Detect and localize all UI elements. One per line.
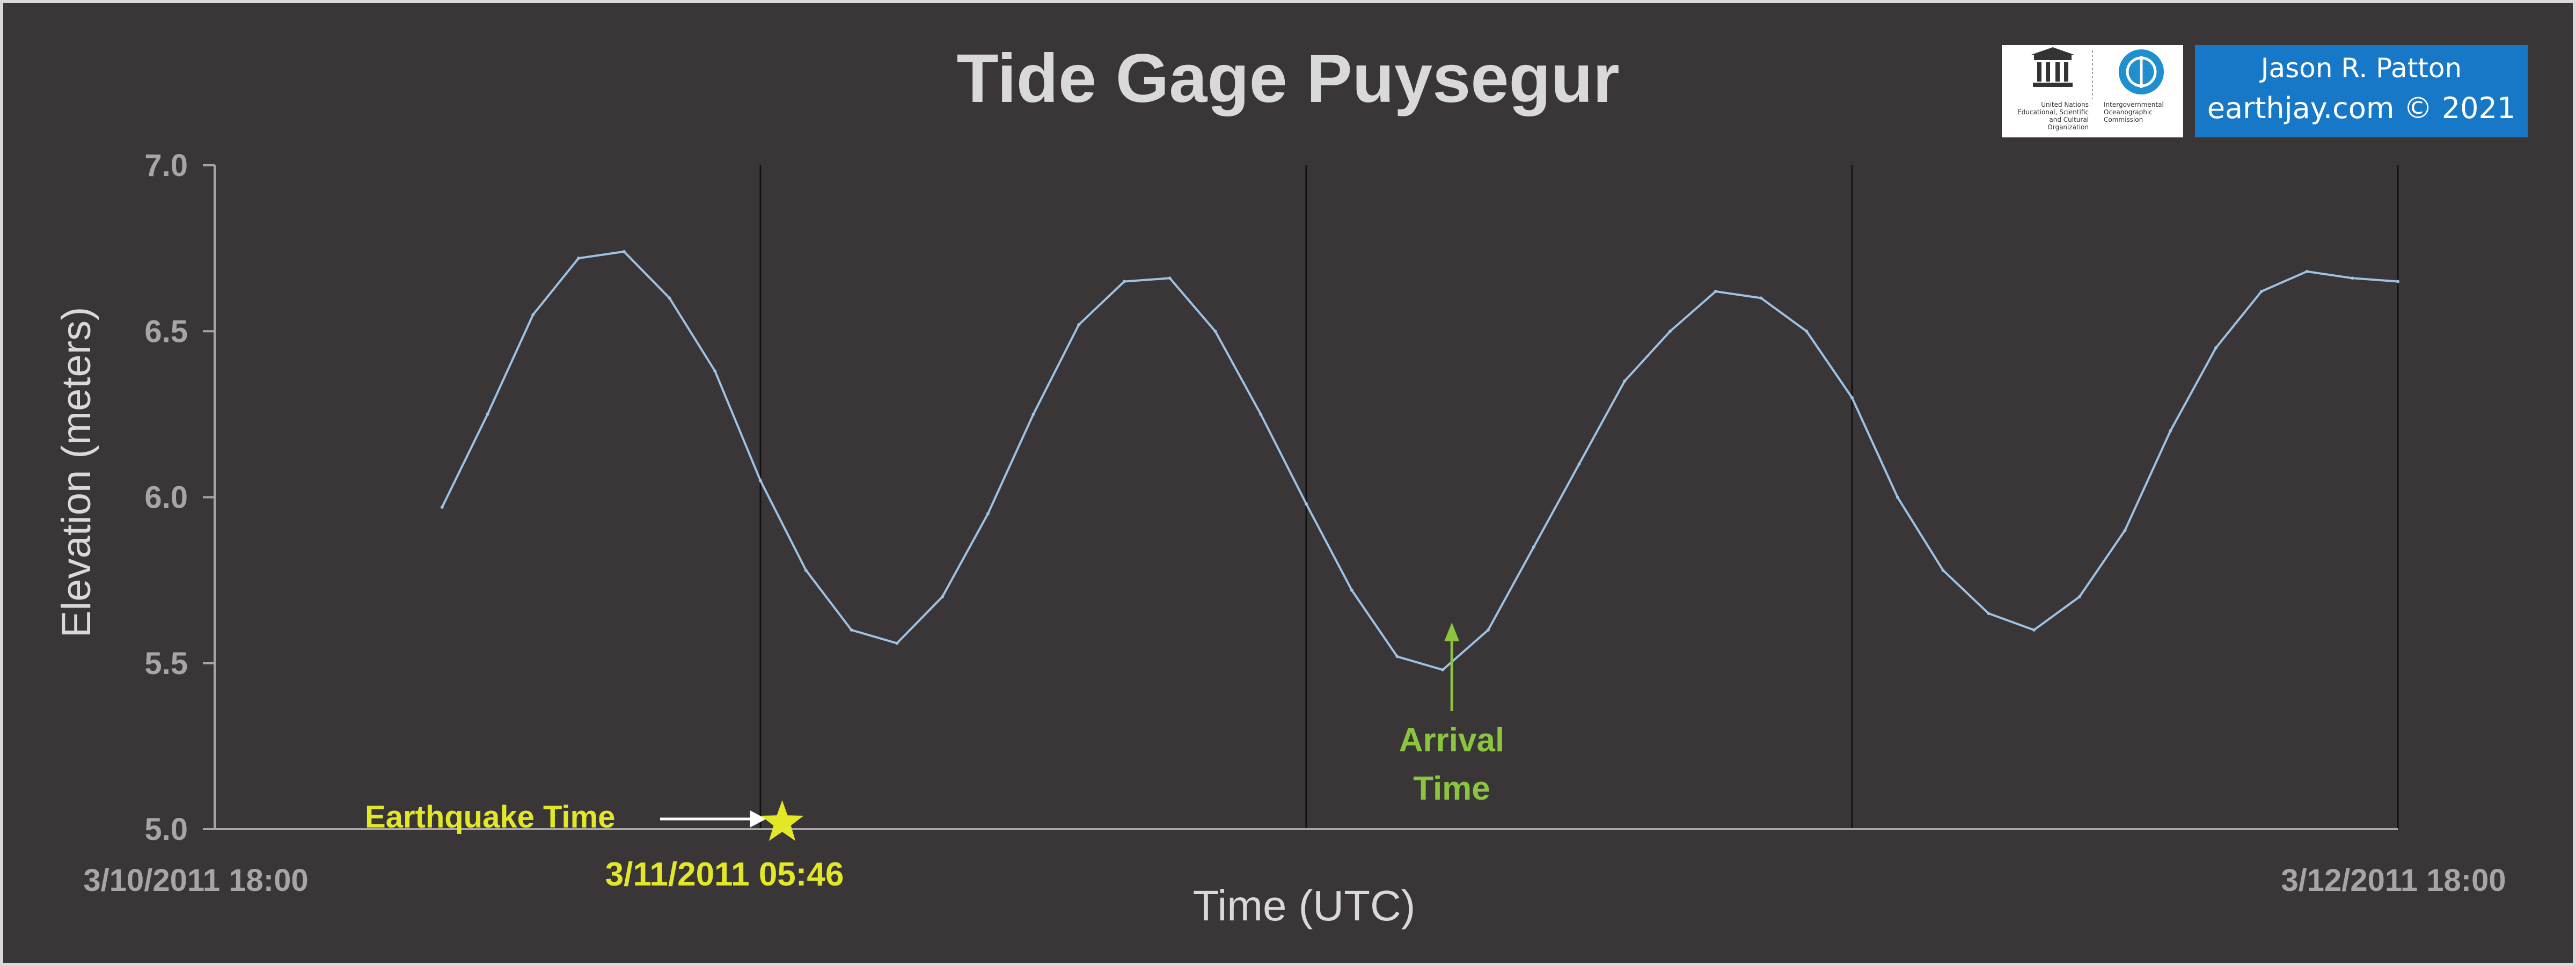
- x-tick-label-end: 3/12/2011 18:00: [2281, 863, 2506, 898]
- data-point: [1941, 568, 1945, 572]
- data-point: [2305, 269, 2309, 273]
- credit-site: earthjay.com © 2021: [2207, 91, 2516, 125]
- earthquake-arrowhead: [750, 810, 766, 828]
- y-tick-label: 5.0: [144, 812, 188, 847]
- data-point: [1668, 330, 1672, 333]
- series-group: [440, 250, 2399, 672]
- data-point: [1350, 588, 1353, 592]
- data-point: [2351, 276, 2354, 280]
- data-point: [1213, 330, 1217, 333]
- data-point: [1805, 330, 1809, 333]
- data-point: [2169, 429, 2172, 433]
- data-point: [1123, 280, 1126, 283]
- data-point: [1395, 655, 1399, 658]
- arrival-arrowhead: [1444, 623, 1460, 641]
- data-point: [1623, 379, 1627, 383]
- data-point: [1441, 668, 1445, 672]
- ioc-text: Intergovernmental Oceanographic Commissi…: [2104, 101, 2164, 123]
- x-tick-label-start: 3/10/2011 18:00: [83, 863, 308, 898]
- earthquake-time-label: Earthquake Time: [365, 800, 615, 835]
- arrival-time-label-line2: Time: [1413, 770, 1490, 807]
- data-point: [1487, 628, 1490, 632]
- data-point: [1850, 396, 1854, 399]
- data-point: [531, 313, 535, 317]
- earthquake-time-value: 3/11/2011 05:46: [605, 856, 844, 893]
- data-point: [1577, 462, 1581, 466]
- arrival-time-label-line1: Arrival: [1399, 722, 1504, 759]
- credit-author: Jason R. Patton: [2260, 53, 2462, 84]
- data-point: [2077, 595, 2081, 599]
- data-point: [1896, 495, 1899, 499]
- y-tick-label: 5.5: [144, 646, 188, 681]
- series-line: [441, 250, 2398, 671]
- data-point: [804, 568, 808, 572]
- data-point: [1259, 412, 1263, 416]
- data-point: [577, 257, 580, 260]
- data-point: [2214, 346, 2218, 350]
- data-point: [1987, 611, 1990, 615]
- data-point: [2032, 628, 2036, 632]
- data-point: [759, 479, 762, 482]
- unesco-temple-icon: [2031, 47, 2164, 99]
- data-point: [1532, 545, 1535, 549]
- vertical-gridlines: [759, 165, 2399, 829]
- data-point: [2396, 280, 2399, 283]
- y-tick-labels: 5.0 5.5 6.0 6.5 7.0: [144, 148, 215, 847]
- data-point: [1714, 290, 1717, 294]
- chart-title: Tide Gage Puysegur: [956, 40, 1619, 117]
- data-point: [1031, 412, 1035, 416]
- data-point: [1168, 276, 1172, 280]
- data-point: [850, 628, 853, 632]
- unesco-text: United Nations Educational, Scientific a…: [2017, 101, 2089, 131]
- x-axis-label: Time (UTC): [1193, 882, 1416, 930]
- data-point: [2259, 290, 2263, 294]
- y-tick-label: 7.0: [144, 148, 188, 183]
- data-point: [941, 595, 944, 599]
- data-point: [1305, 502, 1308, 506]
- y-tick-label: 6.5: [144, 314, 188, 349]
- data-point: [622, 250, 626, 253]
- earthquake-star-icon: [760, 800, 804, 841]
- y-tick-label: 6.0: [144, 480, 188, 515]
- data-point: [1077, 323, 1081, 326]
- data-point: [986, 512, 990, 516]
- annotations: Earthquake Time 3/11/2011 05:46 Arrival …: [365, 623, 1504, 893]
- y-axis-label: Elevation (meters): [54, 307, 99, 638]
- data-point: [713, 369, 717, 373]
- data-point: [895, 641, 899, 645]
- unesco-ioc-logo: United Nations Educational, Scientific a…: [2002, 45, 2183, 137]
- data-point: [2123, 529, 2127, 532]
- data-point: [1759, 296, 1763, 300]
- data-point: [486, 412, 489, 416]
- data-point: [440, 506, 444, 509]
- data-point: [668, 296, 671, 300]
- credit-box: Jason R. Patton earthjay.com © 2021: [2195, 45, 2528, 137]
